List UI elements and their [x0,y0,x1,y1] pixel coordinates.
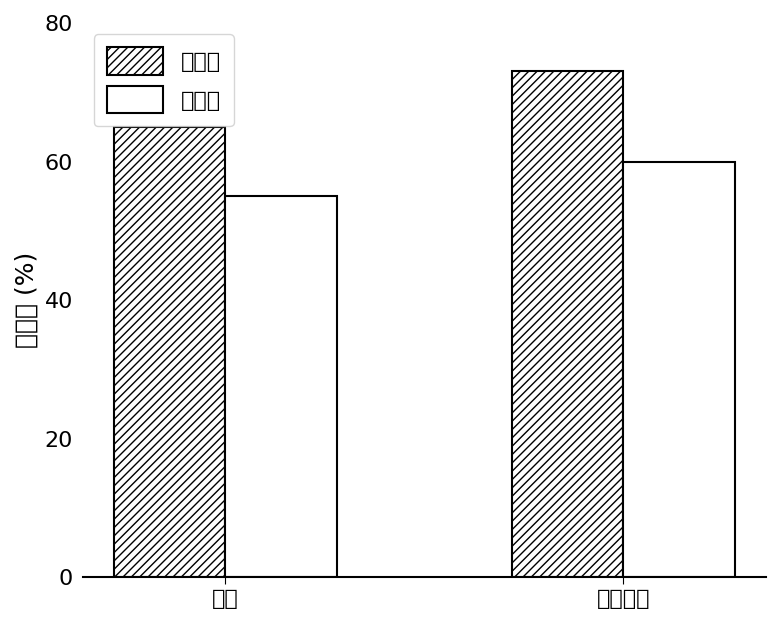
Bar [114,127,225,577]
Bar [225,196,337,577]
Y-axis label: 致死率 (%): 致死率 (%) [15,252,39,348]
Bar [512,72,623,577]
Bar [623,162,735,577]
Legend: 对照组, 实验组: 对照组, 实验组 [94,34,234,126]
